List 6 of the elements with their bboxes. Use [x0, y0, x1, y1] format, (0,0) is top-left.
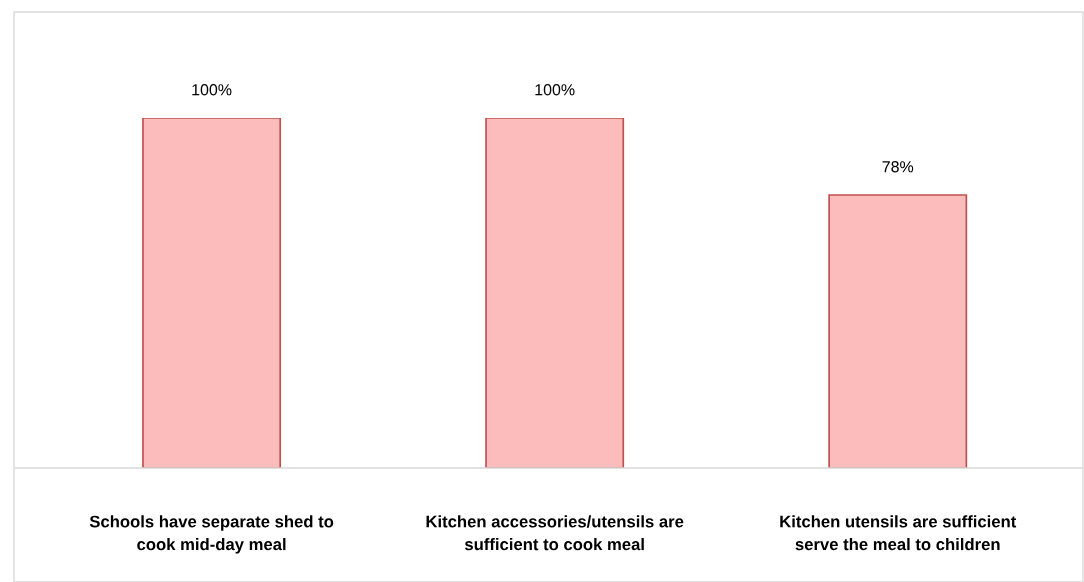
data-label: 100%: [535, 84, 575, 96]
x-tick-label: Schools have separate shed to cook mid-day meal: [89, 515, 334, 554]
x-tick-label: Kitchen accessories/utensils are sufficient to cook meal: [426, 515, 684, 551]
data-label: 100%: [192, 84, 232, 96]
data-label: 78%: [882, 161, 914, 173]
x-tick-label: Kitchen utensils are sufficient serve the meal to children: [780, 515, 1017, 551]
